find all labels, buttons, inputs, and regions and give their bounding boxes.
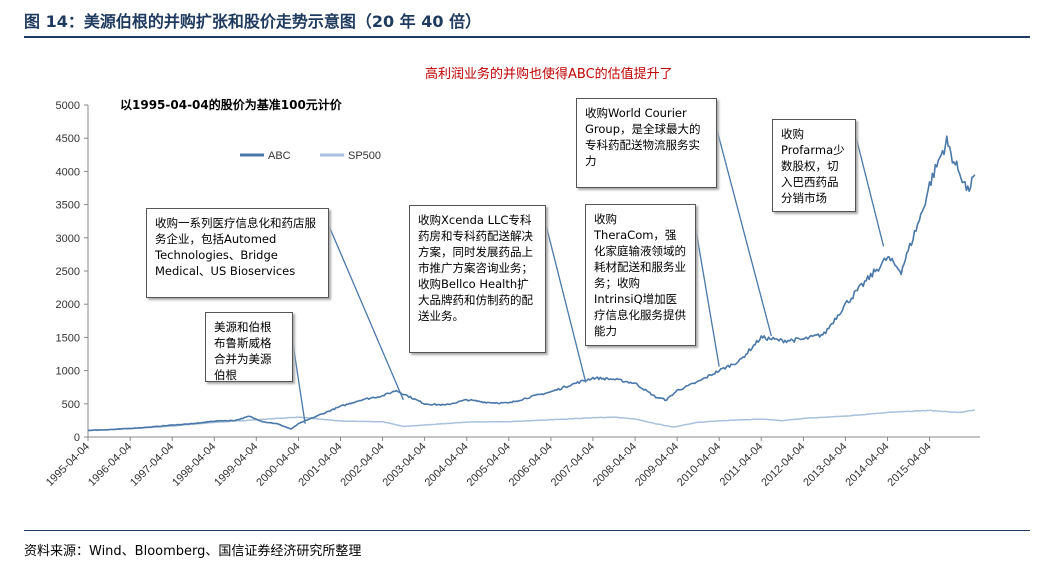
x-tick-label: 2014-04-04	[843, 441, 891, 489]
legend-label-sp500: SP500	[348, 150, 381, 162]
y-tick-label: 3500	[56, 200, 80, 212]
source-note: 资料来源：Wind、Bloomberg、国信证券经济研究所整理	[24, 544, 362, 559]
annotation-theracom: 收购 TheraCom，强化家庭输液领域的耗材配送和服务业务；收购Intrins…	[585, 204, 696, 346]
x-tick-label: 2015-04-04	[885, 441, 933, 489]
x-tick-label: 2004-04-04	[423, 441, 471, 489]
legend-label-abc: ABC	[268, 150, 291, 162]
x-tick-label: 2010-04-04	[675, 441, 723, 489]
footer-rule	[24, 530, 1030, 531]
x-tick-label: 1999-04-04	[212, 441, 260, 489]
annotation-xcenda-bellco: 收购Xcenda LLC专科药房和专科药配送解决方案，同时发展药品上市推广方案咨…	[409, 205, 546, 353]
line-chart: 0 500 1000 1500 2000 2500 3000 3500 4000 4500 5000…	[44, 97, 980, 489]
chart-note: 以1995-04-04的股价为基准100元计价	[120, 97, 343, 112]
annotation-leader	[545, 224, 587, 383]
x-tick-label: 2002-04-04	[338, 441, 386, 489]
annotation-profarma: 收购Profarma少数股权，切入巴西药品分销市场	[772, 119, 856, 212]
chart-subtitle: 高利润业务的并购也使得ABC的估值提升了	[425, 67, 673, 82]
y-tick-label: 1500	[56, 332, 80, 344]
y-tick-label: 2500	[56, 266, 80, 278]
y-tick-label: 2000	[56, 299, 80, 311]
annotation-leader	[855, 136, 885, 247]
x-tick-label: 2013-04-04	[801, 441, 849, 489]
x-tick-label: 2009-04-04	[633, 441, 681, 489]
x-tick-label: 2001-04-04	[296, 441, 344, 489]
annotation-world-courier: 收购World Courier Group，是全球最大的专科药配送物流服务实力	[576, 98, 717, 188]
x-tick-label: 2003-04-04	[380, 441, 428, 489]
y-tick-label: 0	[74, 432, 80, 444]
x-tick-label: 1997-04-04	[128, 441, 176, 489]
y-tick-label: 1000	[56, 366, 80, 378]
y-tick-label: 3000	[56, 233, 80, 245]
series-group	[87, 135, 976, 432]
annotation-leader	[716, 129, 772, 337]
title-rule	[24, 36, 1030, 38]
x-tick-label: 2011-04-04	[718, 441, 766, 489]
y-tick-label: 5000	[56, 100, 80, 112]
x-tick-label: 2012-04-04	[759, 441, 807, 489]
figure-title: 图 14：美源伯根的并购扩张和股价走势示意图（20 年 40 倍）	[24, 12, 482, 31]
annotation-leader	[695, 229, 720, 367]
y-tick-label: 500	[62, 399, 80, 411]
x-tick-label: 1998-04-04	[170, 441, 218, 489]
x-tick-label: 2006-04-04	[507, 441, 555, 489]
x-tick-label: 2008-04-04	[591, 441, 639, 489]
x-tick-label: 2007-04-04	[549, 441, 597, 489]
annotation-merger: 美源和伯根 布鲁斯威格 合并为美源 伯根	[205, 312, 293, 382]
x-tick-label: 2000-04-04	[254, 441, 302, 489]
x-tick-label: 2005-04-04	[465, 441, 513, 489]
y-tick-label: 4000	[56, 166, 80, 178]
legend: ABC SP500	[240, 150, 381, 162]
y-tick-label: 4500	[56, 133, 80, 145]
annotation-leader	[328, 225, 404, 401]
series-line-abc	[87, 135, 976, 432]
x-tick-label: 1996-04-04	[86, 441, 134, 489]
x-tick-label: 1995-04-04	[44, 441, 92, 489]
annotation-healthcare-it: 收购一系列医疗信息化和药店服务企业，包括Automed Technologies…	[146, 208, 329, 298]
